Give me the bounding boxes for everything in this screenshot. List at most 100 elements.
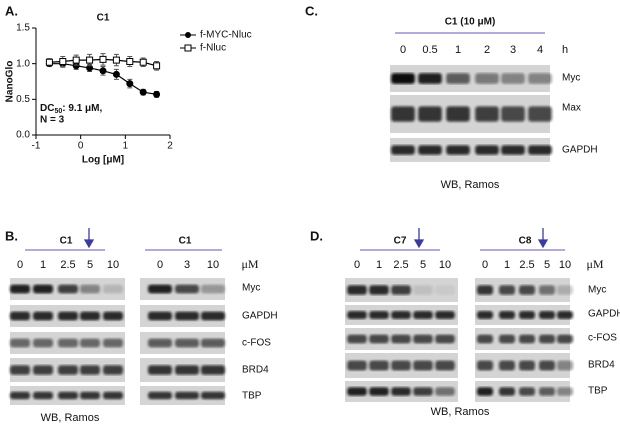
blot-title: C7 bbox=[394, 236, 407, 247]
protein-label: TBP bbox=[242, 391, 262, 402]
lane-label: 5 bbox=[420, 259, 426, 271]
blot-band bbox=[103, 311, 123, 321]
caption: WB, Ramos bbox=[431, 406, 490, 418]
annotation-text: : 9.1 μM, bbox=[62, 103, 102, 114]
lane-label: 3 bbox=[510, 44, 516, 56]
blot-band bbox=[347, 311, 367, 319]
legend-marker bbox=[184, 44, 192, 52]
lane-label: 2.5 bbox=[60, 259, 75, 271]
blot-band bbox=[391, 334, 411, 344]
blot-band bbox=[347, 285, 367, 295]
blot-band bbox=[499, 387, 515, 396]
blot-band bbox=[413, 334, 433, 344]
blot-band bbox=[347, 387, 367, 396]
lane-label: 10 bbox=[439, 259, 451, 271]
unit-label: h bbox=[562, 44, 568, 56]
lane-label: 1 bbox=[376, 259, 382, 271]
blot-title: C1 bbox=[60, 236, 73, 247]
x-tick-label: -1 bbox=[32, 141, 41, 152]
unit-label: μM bbox=[586, 257, 603, 271]
blot-band bbox=[369, 311, 389, 319]
blot-band bbox=[58, 391, 78, 400]
panel-label: A. bbox=[5, 3, 18, 18]
blot-band bbox=[413, 311, 433, 319]
blot-band bbox=[10, 338, 30, 348]
blot-band bbox=[391, 311, 411, 319]
blot-band bbox=[103, 391, 123, 400]
blot-band bbox=[33, 338, 53, 348]
blot-band bbox=[201, 284, 225, 294]
blot-band bbox=[539, 360, 555, 371]
protein-label: Myc bbox=[242, 283, 260, 294]
blot-band bbox=[103, 338, 123, 348]
annotation: N = 3 bbox=[40, 115, 65, 126]
lane-label: 0.5 bbox=[422, 44, 437, 56]
blot-band bbox=[501, 106, 525, 122]
protein-label: Myc bbox=[588, 285, 606, 296]
lane-label: 5 bbox=[544, 259, 550, 271]
blot-band bbox=[80, 311, 100, 321]
blot-band bbox=[391, 360, 411, 371]
y-tick-label: 1.5 bbox=[16, 23, 30, 34]
protein-label: GAPDH bbox=[562, 145, 598, 156]
blot-band bbox=[435, 285, 455, 295]
marker bbox=[72, 56, 80, 64]
blot-band bbox=[519, 334, 535, 344]
blot-band bbox=[435, 334, 455, 344]
blot-band bbox=[501, 73, 525, 84]
lane-label: 10 bbox=[207, 259, 219, 271]
blot-band bbox=[175, 284, 199, 294]
blot-band bbox=[58, 365, 78, 375]
protein-label: Myc bbox=[562, 73, 580, 84]
blot-band bbox=[557, 387, 573, 396]
blot-band bbox=[528, 106, 552, 122]
lane-label: 1 bbox=[40, 259, 46, 271]
lane-label: 10 bbox=[107, 259, 119, 271]
marker bbox=[86, 56, 94, 64]
blot-band bbox=[369, 360, 389, 371]
annotation-text: DC bbox=[40, 103, 54, 114]
blot-band bbox=[477, 387, 493, 396]
blot-band bbox=[10, 284, 30, 294]
lane-label: 0 bbox=[157, 259, 163, 271]
protein-label: c-FOS bbox=[588, 333, 617, 344]
blot-band bbox=[418, 73, 442, 84]
blot-band bbox=[201, 391, 225, 400]
marker bbox=[139, 88, 147, 96]
lane-label: 1 bbox=[504, 259, 510, 271]
blot-band bbox=[58, 284, 78, 294]
blot-band bbox=[475, 106, 499, 122]
blot-title: C8 bbox=[519, 236, 532, 247]
blot-band bbox=[175, 391, 199, 400]
blot-band bbox=[148, 338, 172, 348]
blot-band bbox=[175, 338, 199, 348]
blot-band bbox=[519, 311, 535, 319]
marker bbox=[153, 90, 161, 98]
blot-band bbox=[475, 73, 499, 84]
blot-title: C1 bbox=[179, 236, 192, 247]
protein-label: GAPDH bbox=[588, 309, 620, 320]
blot-band bbox=[33, 284, 53, 294]
y-tick-label: 0.5 bbox=[16, 94, 30, 105]
blot-band bbox=[557, 311, 573, 319]
blot-band bbox=[499, 360, 515, 371]
blot-band bbox=[347, 360, 367, 371]
blot-band bbox=[413, 285, 433, 295]
blot-band bbox=[58, 311, 78, 321]
marker bbox=[59, 58, 67, 66]
blot-band bbox=[391, 285, 411, 295]
blot-band bbox=[148, 284, 172, 294]
blot-band bbox=[80, 391, 100, 400]
marker bbox=[99, 67, 107, 75]
protein-label: BRD4 bbox=[242, 365, 269, 376]
blot-band bbox=[539, 311, 555, 319]
legend-label: f-MYC-Nluc bbox=[200, 30, 252, 41]
blot-band bbox=[10, 311, 30, 321]
blot-band bbox=[201, 338, 225, 348]
blot-band bbox=[418, 106, 442, 122]
blot-band bbox=[413, 360, 433, 371]
blot-band bbox=[435, 360, 455, 371]
blot-band bbox=[557, 334, 573, 344]
panel-label: C. bbox=[305, 3, 318, 18]
blot-band bbox=[201, 311, 225, 321]
